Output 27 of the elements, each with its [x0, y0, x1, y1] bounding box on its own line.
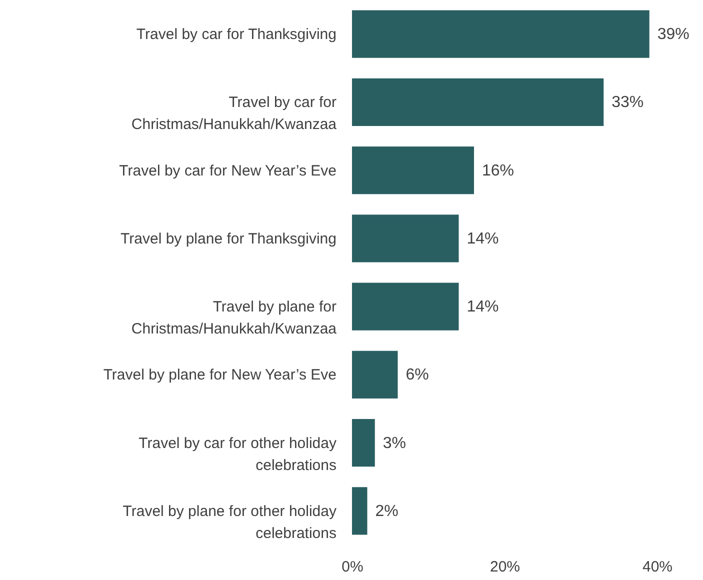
data-label: 14% — [466, 298, 499, 316]
y-tick-label: Travel by car for Christmas/Hanukkah/Kwanzaa — [131, 94, 338, 134]
y-tick-label: Travel by plane for Thanksgiving — [120, 230, 336, 248]
data-label: 33% — [612, 94, 644, 112]
x-tick-label: 40% — [642, 558, 673, 576]
bar — [352, 282, 459, 330]
bar — [352, 418, 375, 467]
y-tick-label: Travel by plane for other holiday celebrations — [122, 502, 337, 542]
data-label: 6% — [406, 366, 429, 384]
y-tick-label: Travel by plane for New Year’s Eve — [103, 366, 336, 384]
bar — [352, 10, 650, 58]
data-label: 2% — [375, 502, 398, 520]
x-tick-label: 20% — [490, 558, 520, 576]
x-tick-label: 0% — [342, 558, 364, 576]
y-tick-label: Travel by plane for Christmas/Hanukkah/Kwanzaa — [131, 298, 338, 338]
bar — [352, 350, 398, 399]
y-tick-label: Travel by car for other holiday celebrations — [138, 434, 337, 474]
data-label: 39% — [657, 26, 690, 44]
bar — [352, 146, 474, 194]
bar — [352, 487, 368, 535]
bar — [352, 78, 604, 126]
data-label: 3% — [382, 434, 406, 452]
data-label: 16% — [482, 162, 514, 180]
bar — [352, 214, 459, 262]
data-label: 14% — [466, 230, 499, 248]
y-tick-label: Travel by car for Thanksgiving — [136, 26, 336, 44]
y-tick-label: Travel by car for New Year’s Eve — [119, 162, 336, 180]
